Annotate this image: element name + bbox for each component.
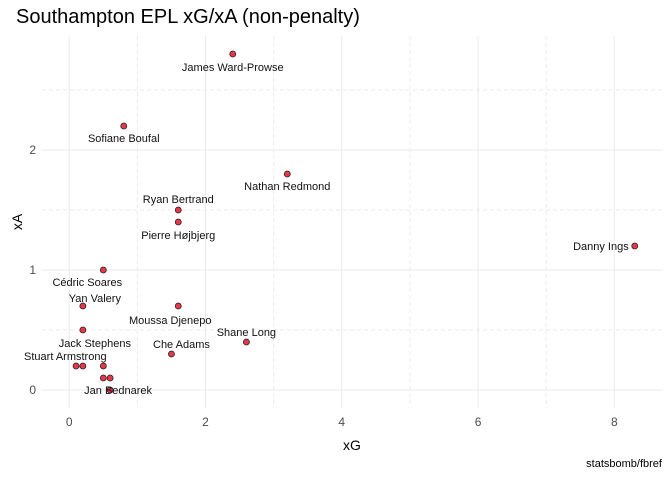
- data-point: [174, 302, 182, 310]
- data-point: [72, 362, 80, 370]
- point-label: Danny Ings: [573, 241, 629, 253]
- data-point: [174, 206, 182, 214]
- data-point: [79, 302, 87, 310]
- point-label: Che Adams: [153, 339, 210, 351]
- point-label: Shane Long: [217, 327, 276, 339]
- point-label: Jan Bednarek: [84, 385, 152, 397]
- data-point: [99, 266, 107, 274]
- data-point: [229, 50, 237, 58]
- chart-title: Southampton EPL xG/xA (non-penalty): [16, 6, 360, 28]
- data-point: [120, 122, 128, 130]
- point-label: Jack Stephens: [59, 338, 132, 350]
- y-tick-label: 1: [29, 263, 36, 277]
- x-tick-label: 8: [611, 415, 618, 429]
- data-point: [99, 374, 107, 382]
- point-labels: James Ward-Prowse Sofiane Boufal Nathan Re…: [24, 62, 629, 397]
- data-point: [283, 170, 291, 178]
- data-point: [79, 362, 87, 370]
- point-label: Stuart Armstrong: [24, 351, 107, 363]
- x-tick-label: 2: [202, 415, 209, 429]
- point-label: Ryan Bertrand: [143, 194, 214, 206]
- data-point: [242, 338, 250, 346]
- data-point: [168, 350, 175, 358]
- x-tick-label: 6: [475, 415, 482, 429]
- y-tick-label: 2: [29, 143, 36, 157]
- data-point: [174, 218, 182, 226]
- point-label: Yan Valery: [69, 293, 122, 305]
- x-tick-label: 0: [66, 415, 73, 429]
- tick-labels: 0 2 4 6 8 0 1 2: [29, 143, 618, 429]
- point-label: James Ward-Prowse: [182, 62, 284, 74]
- point-label: Sofiane Boufal: [88, 133, 160, 145]
- data-point: [631, 242, 639, 250]
- point-label: Moussa Djenepo: [129, 315, 212, 327]
- data-point: [99, 362, 107, 370]
- y-axis-title: xA: [9, 213, 25, 230]
- grid: [42, 36, 662, 408]
- x-axis-title: xG: [343, 437, 361, 453]
- y-tick-label: 0: [29, 383, 36, 397]
- data-point: [106, 386, 114, 394]
- x-tick-label: 4: [338, 415, 345, 429]
- data-points: [72, 50, 639, 394]
- data-point: [106, 374, 114, 382]
- point-label: Nathan Redmond: [244, 181, 330, 193]
- point-label: Cédric Soares: [52, 277, 122, 289]
- point-label: Pierre Højbjerg: [141, 230, 215, 242]
- data-point: [79, 326, 87, 334]
- source-caption: statsbomb/fbref: [586, 458, 662, 470]
